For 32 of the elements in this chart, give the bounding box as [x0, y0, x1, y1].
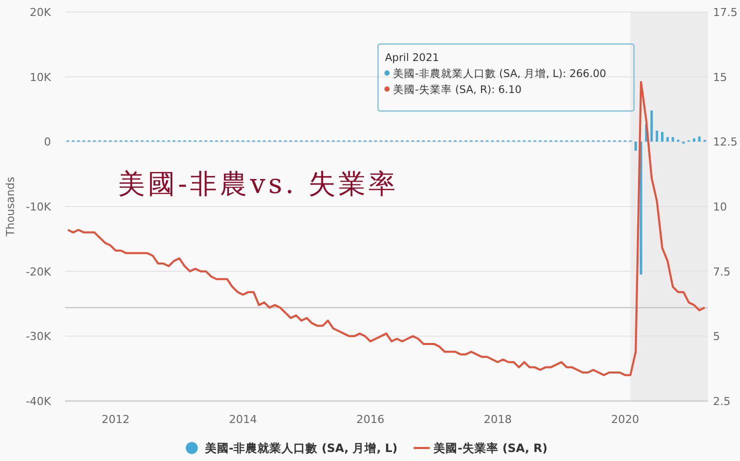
x-tick-label: 2012 [102, 413, 130, 426]
x-tick-label: 2020 [611, 413, 640, 426]
y-tick-label: 10K [30, 70, 52, 84]
y2-tick-label: 7.5 [713, 265, 730, 278]
y2-tick-label: 5 [713, 330, 720, 344]
line-series [66, 81, 706, 376]
annotation: 美國-失業率 (SA, R): 6.10 [393, 83, 522, 96]
annotation: April 2021 [385, 52, 440, 64]
y2-tick-label: 2.5 [713, 395, 730, 408]
bar [661, 132, 664, 142]
x-tick-label: 2016 [356, 413, 384, 426]
y-tick-label: 0 [44, 136, 51, 149]
bar [698, 136, 701, 142]
x-tick-label: 2018 [484, 413, 512, 426]
y-tick-label: -10K [26, 200, 52, 214]
x-tick-label: 2014 [228, 413, 257, 426]
y2-tick-label: 10 [713, 200, 727, 214]
y2-tick-label: 12.5 [713, 136, 738, 149]
y-axis-title: Thousands [4, 176, 17, 238]
bar [672, 137, 674, 142]
bar [650, 110, 653, 142]
y-tick-label: -40K [26, 395, 52, 408]
annotation: 美國-非農就業人口數 (SA, 月增, L): 266.00 [393, 67, 606, 80]
y-tick-label: -30K [26, 330, 52, 344]
bar [692, 138, 696, 142]
y2-tick-label: 17.5 [713, 6, 738, 19]
y2-tick-label: 15 [713, 70, 727, 84]
y-tick-label: 20K [30, 6, 52, 19]
y-tick-label: -20K [26, 265, 52, 278]
bar [634, 142, 637, 151]
text: 美國-非農vs. 失業率 [118, 169, 398, 200]
bar [656, 130, 658, 142]
